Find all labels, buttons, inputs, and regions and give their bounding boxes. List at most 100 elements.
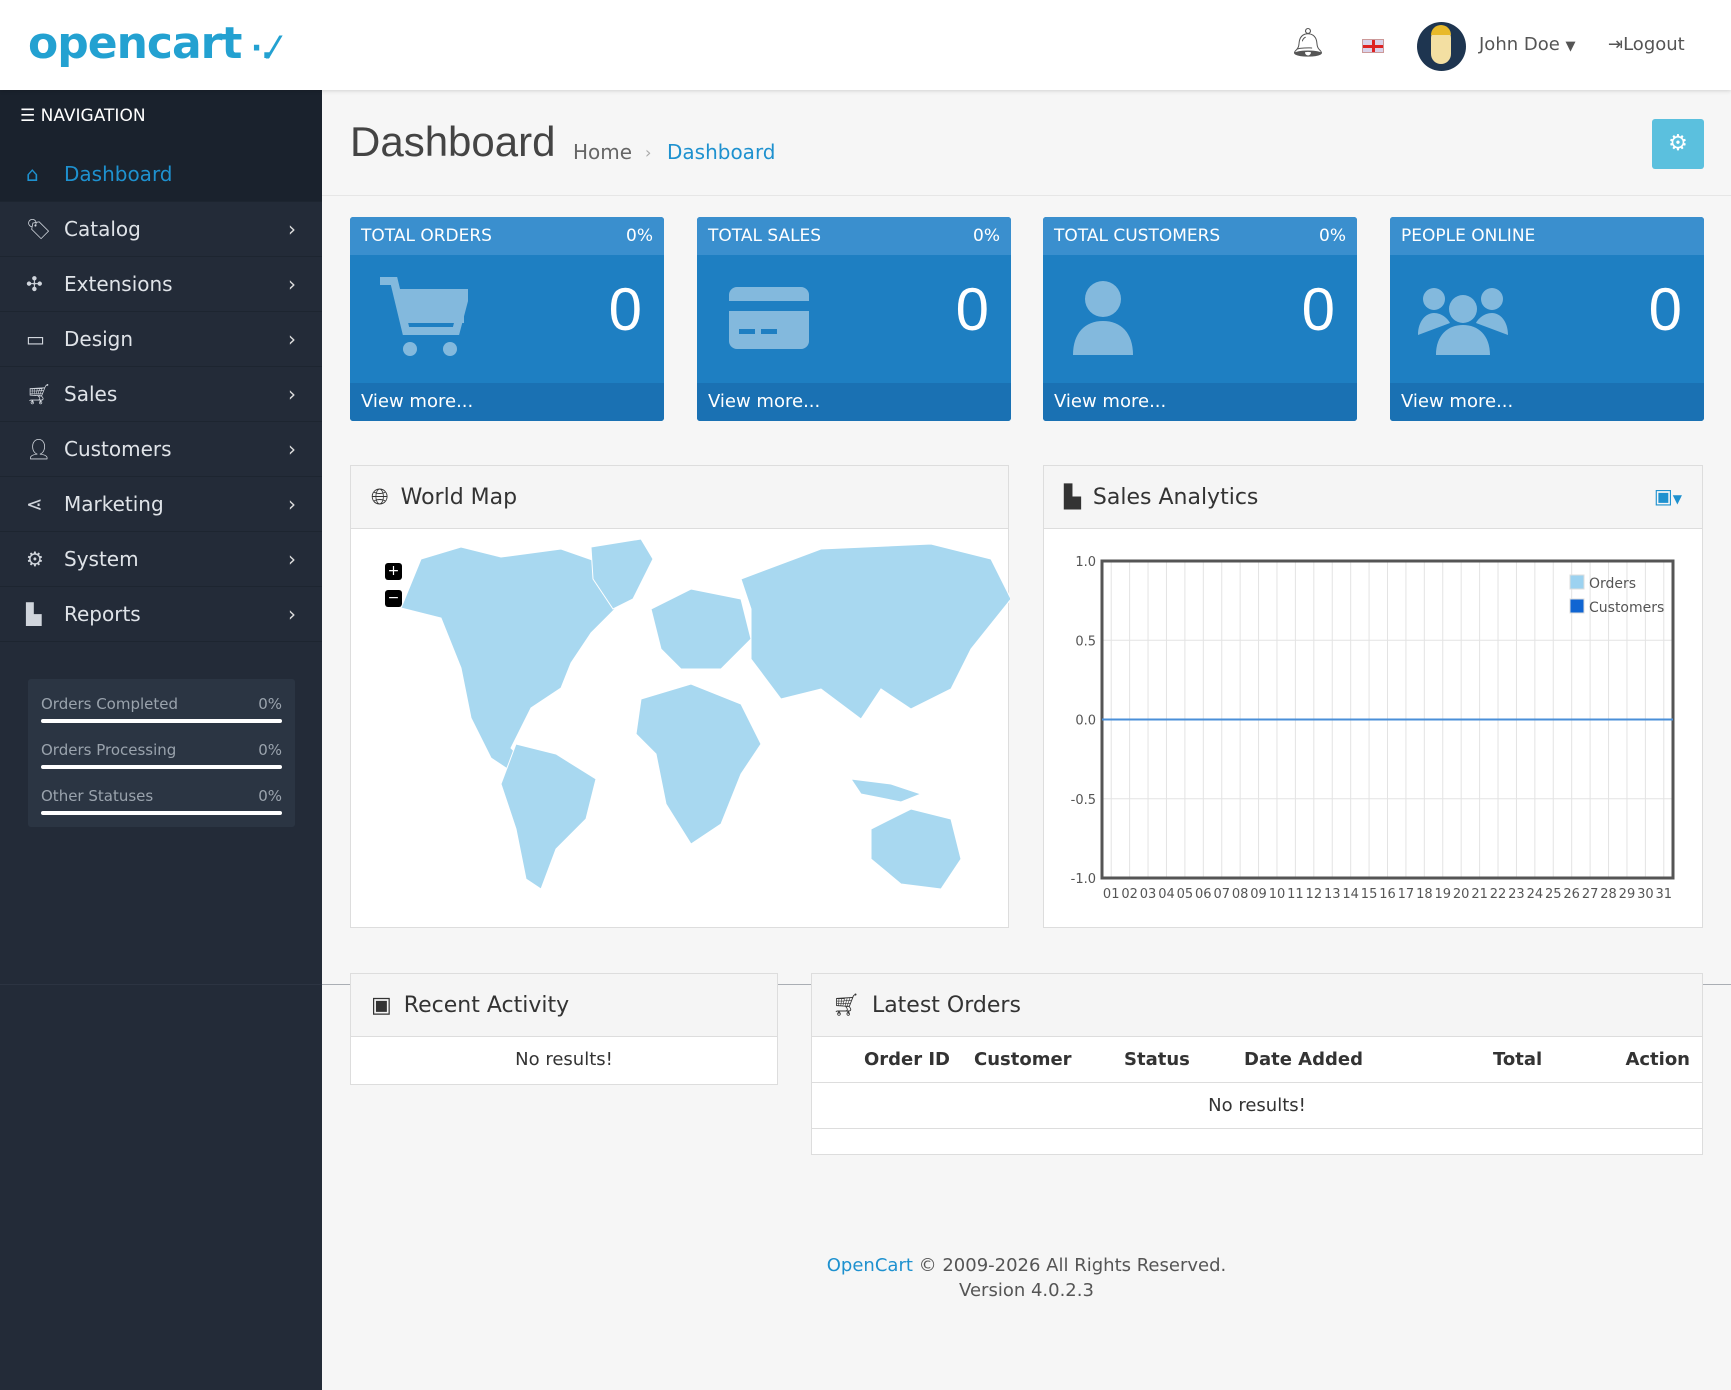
- legend-swatch: [1569, 574, 1585, 590]
- x-tick-label: 08: [1232, 887, 1249, 902]
- x-tick-label: 21: [1471, 887, 1488, 902]
- x-tick-label: 26: [1563, 887, 1580, 902]
- breadcrumb-home[interactable]: Home: [573, 140, 633, 164]
- orders-table: Order ID Customer Status Date Added Tota…: [812, 1037, 1702, 1129]
- chevron-right-icon: ›: [288, 437, 296, 461]
- x-tick-label: 11: [1287, 887, 1304, 902]
- opencart-link[interactable]: OpenCart: [826, 1255, 913, 1276]
- sidebar-item-reports[interactable]: ▙ Reports ›: [0, 587, 322, 642]
- legend-swatch: [1569, 598, 1585, 614]
- sidebar-item-design[interactable]: ▭ Design ›: [0, 312, 322, 367]
- x-tick-label: 12: [1306, 887, 1323, 902]
- table-row: No results!: [812, 1082, 1702, 1129]
- x-tick-label: 13: [1324, 887, 1341, 902]
- avatar[interactable]: [1417, 22, 1466, 71]
- user-icon: [1073, 281, 1133, 355]
- date-range-dropdown[interactable]: ▣▼: [1654, 484, 1682, 508]
- x-tick-label: 16: [1379, 887, 1396, 902]
- progress-bar: [41, 811, 282, 815]
- opencart-logo[interactable]: opencart ·.⁄: [28, 18, 277, 69]
- view-more-link[interactable]: View more...: [350, 383, 664, 421]
- north-america: [400, 546, 622, 779]
- sales-chart: 01 02 03 04 05 06 07 08 09 10 11 12 13 14 15 16 17 18 19 20…: [1071, 555, 1675, 902]
- sidebar-item-extensions[interactable]: ✣ Extensions ›: [0, 257, 322, 312]
- x-tick-label: 18: [1416, 887, 1433, 902]
- world-map[interactable]: [351, 529, 1010, 929]
- calendar-icon: ▣: [371, 992, 392, 1018]
- view-more-link[interactable]: View more...: [1043, 383, 1357, 421]
- gear-icon: ⚙: [26, 547, 44, 571]
- stat-other-statuses: Other Statuses 0%: [41, 781, 282, 827]
- cart-icon: 🛒︎: [26, 382, 52, 406]
- sign-out-icon: ⇥: [1608, 34, 1624, 55]
- chart-bar-icon: ▙: [26, 602, 42, 626]
- greenland: [590, 538, 654, 610]
- divider: [322, 195, 1731, 196]
- logout-link[interactable]: ⇥Logout: [1608, 34, 1685, 55]
- map-zoom-in-button[interactable]: +: [385, 563, 402, 580]
- latest-orders-panel: 🛒︎ Latest Orders Order ID Customer Status…: [811, 973, 1703, 1155]
- x-tick-label: 06: [1195, 887, 1212, 902]
- chevron-right-icon: ›: [288, 547, 296, 571]
- x-tick-label: 01: [1103, 887, 1120, 902]
- stat-orders-completed: Orders Completed 0%: [41, 689, 282, 735]
- progress-bar: [41, 719, 282, 723]
- sidebar-item-system[interactable]: ⚙ System ›: [0, 532, 322, 587]
- europe: [650, 588, 752, 670]
- legend-label: Customers: [1589, 600, 1664, 616]
- x-tick-label: 17: [1398, 887, 1415, 902]
- footer-version: Version 4.0.2.3: [959, 1280, 1094, 1301]
- sidebar-item-sales[interactable]: 🛒︎ Sales ›: [0, 367, 322, 422]
- breadcrumb-dashboard[interactable]: Dashboard: [667, 140, 776, 164]
- credit-card-icon: [729, 287, 809, 349]
- puzzle-icon: ✣: [26, 272, 43, 296]
- monitor-icon: ▭: [26, 327, 45, 351]
- y-tick-label: -1.0: [1071, 872, 1096, 887]
- sales-analytics-panel: ▙ Sales Analytics ▣▼ 01 02 03 04 05 06 07 08 09 10…: [1043, 465, 1703, 928]
- order-stats: Orders Completed 0% Orders Processing 0% O…: [28, 679, 295, 827]
- legend-label: Orders: [1589, 576, 1636, 592]
- x-tick-label: 14: [1342, 887, 1359, 902]
- footer-copyright: OpenCart © 2009-2026 All Rights Reserved…: [826, 1255, 1227, 1276]
- sidebar: ☰ NAVIGATION ⌂ Dashboard 🏷︎ Catalog › ✣ Exte…: [0, 90, 322, 1390]
- x-tick-label: 30: [1637, 887, 1654, 902]
- settings-button[interactable]: ⚙: [1652, 119, 1704, 169]
- cart-icon: [380, 277, 468, 356]
- chart-bar-icon: ▙: [1064, 484, 1081, 510]
- y-tick-label: 0.5: [1075, 634, 1096, 649]
- x-tick-label: 25: [1545, 887, 1562, 902]
- x-tick-label: 15: [1361, 887, 1378, 902]
- caret-down-icon: ▼: [1672, 492, 1682, 506]
- x-tick-label: 03: [1140, 887, 1157, 902]
- x-tick-label: 23: [1508, 887, 1525, 902]
- chevron-right-icon: ›: [288, 217, 296, 241]
- tile-total-customers: TOTAL CUSTOMERS 0% 0 View more...: [1043, 217, 1357, 421]
- sidebar-item-marketing[interactable]: ⋖ Marketing ›: [0, 477, 322, 532]
- x-tick-label: 27: [1582, 887, 1599, 902]
- x-tick-label: 05: [1177, 887, 1194, 902]
- recent-activity-panel: ▣ Recent Activity No results!: [350, 973, 778, 1085]
- nav-toggle[interactable]: ☰ NAVIGATION: [0, 90, 322, 147]
- sidebar-item-dashboard[interactable]: ⌂ Dashboard: [0, 147, 322, 202]
- sidebar-item-catalog[interactable]: 🏷︎ Catalog ›: [0, 202, 322, 257]
- uk-flag-icon[interactable]: [1362, 39, 1384, 53]
- view-more-link[interactable]: View more...: [697, 383, 1011, 421]
- y-tick-label: 1.0: [1075, 555, 1096, 570]
- cart-icon: 🛒︎: [832, 992, 860, 1018]
- globe-icon: 🌐︎: [371, 484, 389, 510]
- caret-down-icon: ▼: [1565, 39, 1576, 54]
- tile-people-online: PEOPLE ONLINE 0 View more...: [1390, 217, 1704, 421]
- home-icon: ⌂: [26, 162, 39, 186]
- bell-icon[interactable]: 🔔︎: [1290, 26, 1326, 59]
- map-zoom-out-button[interactable]: −: [385, 590, 402, 607]
- x-tick-label: 10: [1269, 887, 1286, 902]
- share-icon: ⋖: [26, 492, 43, 516]
- calendar-icon: ▣: [1653, 484, 1673, 508]
- sidebar-item-customers[interactable]: 👤︎ Customers ›: [0, 422, 322, 477]
- x-tick-label: 02: [1121, 887, 1138, 902]
- x-tick-label: 28: [1600, 887, 1617, 902]
- world-map-panel: 🌐︎ World Map + −: [350, 465, 1010, 929]
- view-more-link[interactable]: View more...: [1390, 383, 1704, 421]
- user-menu[interactable]: John Doe ▼: [1479, 34, 1576, 55]
- x-tick-label: 07: [1213, 887, 1230, 902]
